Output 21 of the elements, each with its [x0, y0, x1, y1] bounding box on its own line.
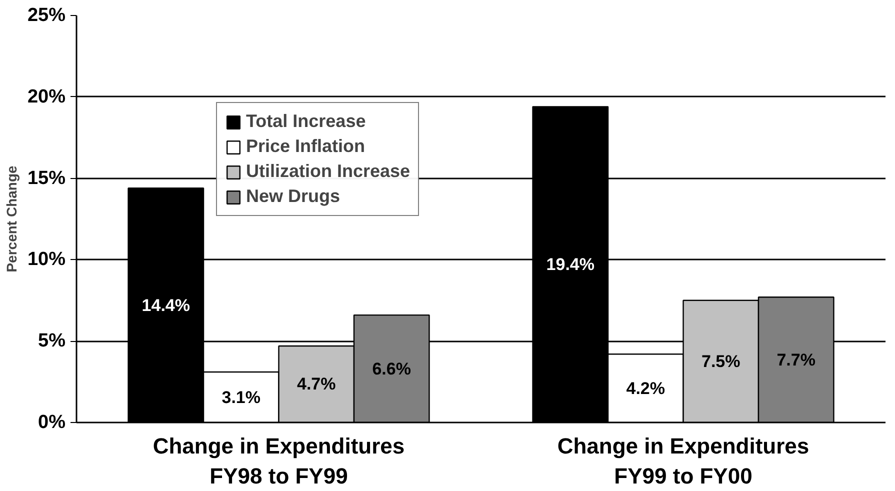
x-tick-label: Change in Expenditures FY98 to FY99 — [152, 434, 405, 488]
y-tick-label: 10% — [27, 249, 66, 270]
data-label: 7.7% — [776, 350, 816, 370]
data-label: 14.4% — [142, 296, 190, 315]
x-tick-label: Change in Expenditures FY99 to FY00 — [557, 434, 810, 488]
data-label: 3.1% — [222, 388, 261, 407]
data-label: 6.6% — [372, 359, 411, 378]
data-label: 7.5% — [701, 352, 740, 371]
legend-label: Total Increase — [246, 111, 366, 132]
data-label: 19.4% — [546, 255, 594, 274]
data-label: 4.2% — [626, 378, 666, 398]
y-axis-title: Percent Change — [3, 165, 20, 272]
legend-label: Utilization Increase — [246, 161, 410, 182]
data-label: 4.7% — [296, 374, 336, 394]
legend-label: New Drugs — [246, 186, 340, 207]
y-tick-label: 25% — [27, 5, 66, 26]
y-tick-label: 15% — [27, 168, 66, 189]
y-tick-label: 0% — [38, 412, 66, 433]
y-tick-label: 20% — [27, 86, 66, 108]
legend-label: Price Inflation — [246, 136, 366, 157]
y-tick-label: 5% — [38, 330, 66, 352]
